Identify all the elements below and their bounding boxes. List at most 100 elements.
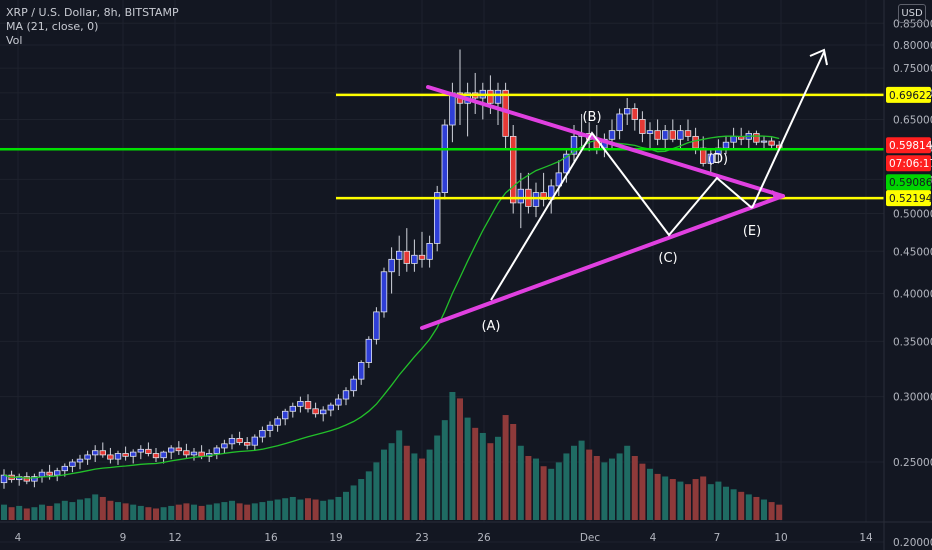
wave-path[interactable] xyxy=(490,131,753,301)
volume-bar xyxy=(715,481,722,520)
volume-bar xyxy=(776,504,783,520)
candle-body xyxy=(319,409,327,415)
candle-body xyxy=(433,192,441,244)
candle-body xyxy=(350,378,357,392)
volume-bar xyxy=(533,458,539,520)
volume-bar xyxy=(61,500,68,520)
volume-bar xyxy=(46,505,53,520)
volume-bar xyxy=(753,496,760,520)
wave-label: (D) xyxy=(708,152,728,167)
candle-body xyxy=(631,108,638,120)
price-label-tag xyxy=(886,190,931,207)
candle-body xyxy=(395,250,403,260)
candle-body xyxy=(213,447,220,454)
volume-bar xyxy=(487,443,494,520)
volume-bar xyxy=(267,500,273,520)
candle-body xyxy=(707,153,714,164)
candle-body xyxy=(61,465,68,472)
triangle-lower-line[interactable] xyxy=(420,194,785,330)
symbol-title[interactable]: XRP / U.S. Dollar, 8h, BITSTAMP xyxy=(6,6,179,19)
x-tick-label: 4 xyxy=(15,532,22,544)
volume-bar xyxy=(1,504,7,520)
candle-body xyxy=(441,124,448,194)
volume-bar xyxy=(305,498,311,520)
candle-body xyxy=(167,447,175,453)
price-label-text: 0.69622 xyxy=(889,90,932,102)
triangle-upper-line[interactable] xyxy=(426,85,785,198)
candle-body xyxy=(624,108,631,115)
candle-body xyxy=(342,390,350,400)
volume-bar xyxy=(327,499,334,520)
volume-bar xyxy=(251,503,258,520)
candle-body xyxy=(31,476,38,482)
wave-labels: (A) (B) (C) (D) (E) xyxy=(481,110,761,334)
volume-bar xyxy=(365,471,372,520)
candle-body xyxy=(304,401,312,410)
candle-body xyxy=(494,89,502,104)
volume-bar xyxy=(388,443,395,520)
volume-bar xyxy=(449,392,456,520)
volume-indicator-title[interactable]: Vol xyxy=(6,34,23,47)
candle-body xyxy=(692,135,699,149)
volume-bar xyxy=(130,504,137,520)
candle-body xyxy=(221,443,228,449)
volume-bar xyxy=(229,500,235,520)
volume-bar xyxy=(168,505,175,520)
candle-body xyxy=(487,89,494,104)
volume-bar xyxy=(396,430,403,520)
volume-bar xyxy=(16,505,23,520)
candle-body xyxy=(160,451,167,459)
volume-bar xyxy=(745,494,752,520)
ma-indicator-title[interactable]: MA (21, close, 0) xyxy=(6,20,99,33)
x-tick-label: 9 xyxy=(120,532,127,544)
candle-body xyxy=(183,450,190,456)
price-label-tag xyxy=(886,137,931,154)
volume-bar xyxy=(69,502,76,520)
breakout-arrowhead xyxy=(809,48,828,66)
volume-bar xyxy=(639,463,646,520)
volume-bar xyxy=(122,503,129,520)
candle-body xyxy=(722,141,730,149)
volume-bar xyxy=(244,504,251,520)
candle-body xyxy=(753,133,760,143)
candle-body xyxy=(190,451,198,456)
volume-bar xyxy=(540,466,547,520)
candle-body xyxy=(145,448,152,454)
volume-bar xyxy=(23,508,30,520)
candle-body xyxy=(608,130,616,140)
volume-bar xyxy=(153,508,159,520)
volume-bar xyxy=(297,499,304,520)
candle-body xyxy=(380,271,388,313)
candle-body xyxy=(768,140,775,146)
candle-body xyxy=(327,404,334,411)
candle-body xyxy=(107,454,114,460)
candle-body xyxy=(662,130,669,140)
volume-bar xyxy=(350,485,357,520)
volume-bar xyxy=(768,502,775,520)
volume-bar xyxy=(677,481,684,520)
volume-bar xyxy=(259,502,266,520)
volume-bar xyxy=(107,500,114,520)
currency-badge[interactable]: USD xyxy=(898,4,926,23)
candle-body xyxy=(266,424,274,431)
candle-body xyxy=(532,192,540,207)
breakout-arrow-line[interactable] xyxy=(751,51,825,209)
candle-body xyxy=(365,338,372,363)
volume-bar xyxy=(137,505,144,520)
candle-body xyxy=(54,470,61,476)
candle-body xyxy=(297,401,304,407)
volume-bar xyxy=(411,453,418,520)
candle-body xyxy=(646,130,654,134)
volume-bar xyxy=(654,473,661,520)
candle-body xyxy=(198,451,205,457)
time-axis[interactable]: 4 9 12 16 19 23 26 Dec 4 7 10 14 xyxy=(0,521,932,544)
volume-bar xyxy=(495,436,501,520)
volume-bar xyxy=(312,499,319,520)
volume-bar xyxy=(434,435,441,520)
candle-body xyxy=(281,410,289,420)
